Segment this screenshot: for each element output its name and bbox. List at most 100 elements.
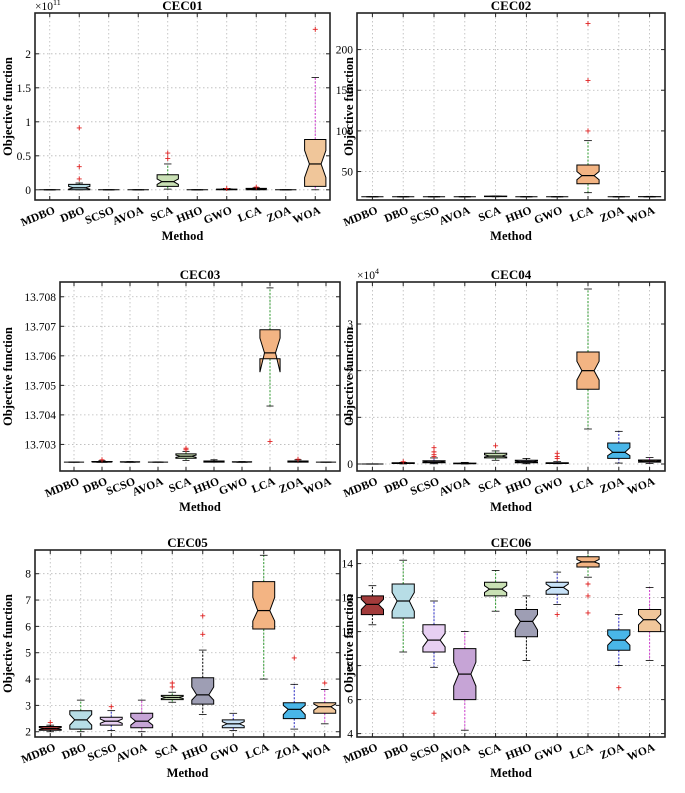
y-tick-label: 13.707 [24, 321, 56, 333]
y-tick-label: 13.703 [24, 439, 56, 451]
chart-title: CEC04 [491, 267, 532, 282]
box-dbo [69, 699, 93, 733]
x-axis-label: Method [490, 500, 532, 514]
axes-frame [34, 549, 341, 738]
outlier-point [493, 443, 499, 449]
box-lca [576, 549, 600, 616]
box-body [422, 624, 446, 653]
box-body [607, 442, 631, 459]
x-tick-label: WOA [626, 475, 658, 497]
box-gwo [231, 461, 253, 463]
box-lca [252, 554, 276, 680]
box-mdbo [38, 720, 62, 733]
box-body [360, 595, 384, 616]
outlier-point [431, 710, 437, 716]
x-tick-label: DBO [383, 205, 411, 225]
outlier-point [267, 438, 273, 444]
y-tick-label: 3 [25, 700, 31, 712]
box-hho [514, 595, 538, 661]
box-sca [175, 445, 197, 461]
x-tick-label: WOA [301, 741, 333, 763]
box-avoa [453, 461, 477, 465]
y-axis-label: Objective function [342, 327, 356, 426]
y-tick-label: 0 [25, 185, 31, 197]
x-tick-label: LCA [250, 475, 278, 495]
box-woa [313, 680, 337, 725]
x-tick-label: SCA [167, 475, 193, 495]
y-tick-label: 0 [347, 459, 353, 471]
outlier-point [76, 164, 82, 170]
chart-title: CEC03 [180, 267, 221, 282]
x-tick-label: MDBO [342, 476, 380, 501]
outlier-point [585, 77, 591, 83]
outlier-point [616, 685, 622, 691]
box-body [156, 174, 179, 187]
y-tick-label: 14 [342, 559, 354, 571]
axis-exponent-power: 11 [53, 0, 61, 7]
y-tick-label: 13.704 [24, 410, 56, 422]
y-tick-label: 6 [25, 621, 31, 633]
y-axis-label: Objective function [1, 327, 15, 426]
outlier-point [165, 150, 171, 156]
box-body [68, 183, 91, 191]
box-zoa [282, 655, 306, 730]
box-woa [304, 26, 327, 191]
x-tick-label: AVOA [438, 741, 473, 764]
box-woa [638, 587, 662, 661]
box-scso [422, 445, 446, 465]
box-zoa [607, 430, 631, 464]
x-tick-label: ZOA [265, 204, 293, 225]
box-gwo [216, 185, 238, 191]
box-scso [119, 461, 141, 463]
x-tick-label: HHO [504, 742, 533, 763]
x-tick-label: LCA [568, 204, 596, 224]
box-dbo [391, 459, 415, 465]
x-tick-label: MDBO [20, 742, 58, 767]
outlier-point [585, 610, 591, 616]
outlier-point [585, 128, 591, 134]
x-tick-label: WOA [302, 475, 334, 497]
x-tick-label: GWO [202, 205, 234, 227]
box-body [514, 609, 538, 638]
outlier-point [224, 185, 230, 191]
outlier-point [291, 655, 297, 661]
box-gwo [545, 571, 569, 618]
y-tick-label: 1.5 [17, 83, 32, 95]
x-tick-label: AVOA [438, 204, 473, 227]
box-zoa [607, 614, 631, 691]
outlier-point [431, 445, 437, 451]
x-axis-label: Method [490, 766, 532, 780]
x-tick-label: WOA [626, 741, 658, 763]
x-tick-label: LCA [568, 741, 596, 761]
box-sca [484, 443, 508, 461]
box-body [313, 702, 337, 714]
chart-title: CEC02 [491, 0, 531, 13]
x-tick-label: HHO [180, 742, 209, 763]
outlier-point [165, 156, 171, 162]
x-tick-label: GWO [533, 476, 565, 498]
box-dbo [391, 559, 415, 653]
axes-frame [356, 12, 666, 201]
x-tick-label: DBO [383, 742, 411, 762]
box-body [576, 164, 600, 185]
x-tick-label: SCSO [409, 476, 441, 498]
x-tick-label: ZOA [598, 204, 626, 225]
y-axis-label: Objective function [1, 594, 15, 693]
box-lca [245, 184, 267, 191]
y-tick-label: 0.5 [17, 151, 32, 163]
x-tick-label: SCA [149, 204, 175, 224]
box-avoa [130, 699, 154, 733]
y-tick-label: 7 [25, 595, 31, 607]
y-tick-label: 8 [25, 569, 31, 581]
box-woa [638, 457, 662, 464]
outlier-point [312, 26, 318, 32]
x-tick-label: AVOA [115, 741, 150, 764]
y-tick-label: 2 [25, 727, 31, 739]
box-mdbo [360, 585, 384, 626]
box-sca [484, 195, 508, 198]
outlier-point [47, 720, 53, 726]
